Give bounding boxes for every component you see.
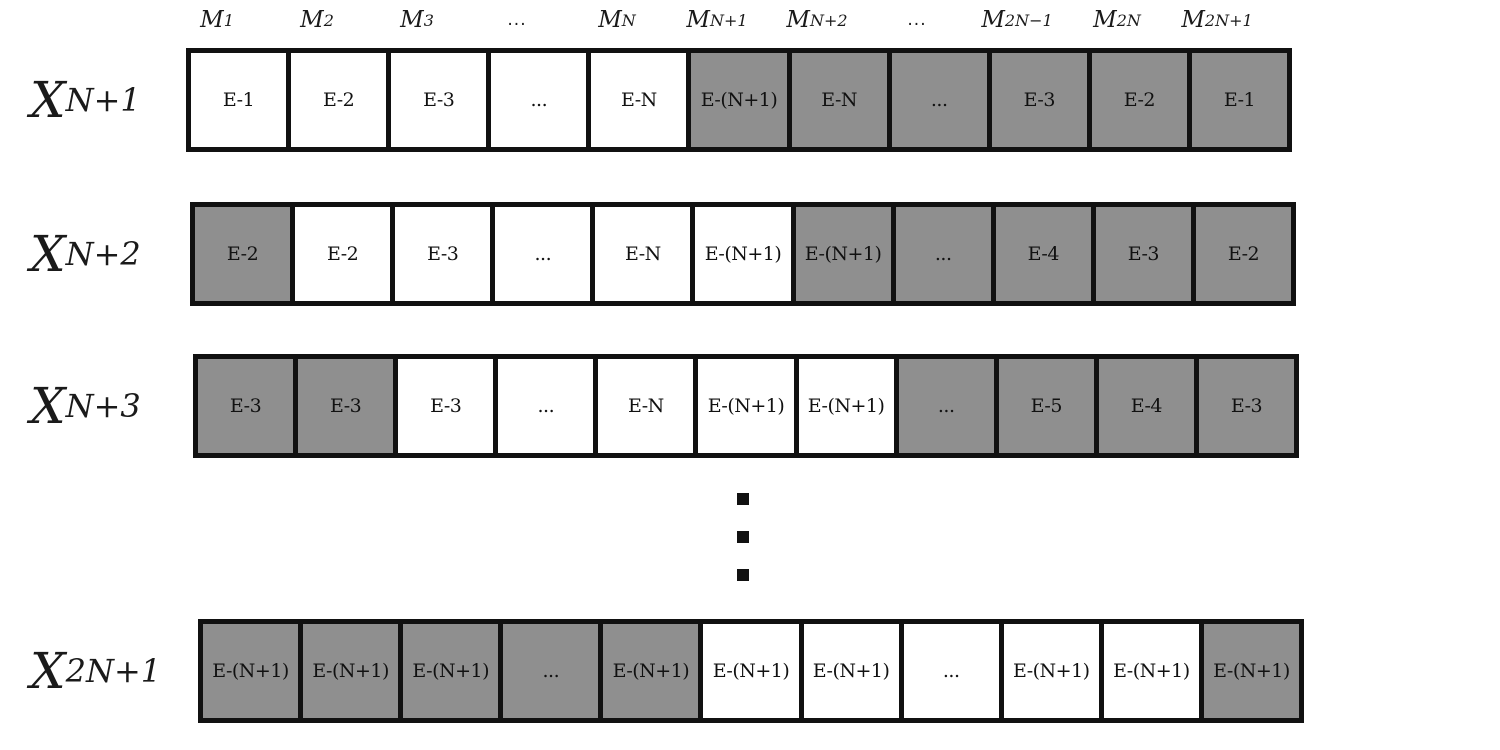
row-cell: E-(N+1) (703, 624, 804, 718)
column-header-subscript: 1 (223, 10, 234, 30)
row-label-base: X (30, 71, 66, 129)
row-label-base: X (30, 642, 66, 700)
column-header-subscript: 2N+1 (1204, 10, 1253, 30)
row-cell: E-N (791, 53, 892, 147)
row-cell: E-(N+1) (798, 359, 899, 453)
column-header-base: M (300, 7, 324, 33)
row-cell: E-3 (1095, 207, 1196, 301)
row-cell: E-4 (995, 207, 1096, 301)
column-header: M 2N−1 (967, 0, 1067, 40)
row-label: X N+3 (30, 377, 141, 435)
column-header-subscript: 2N−1 (1004, 10, 1053, 30)
row-cell: E-(N+1) (203, 624, 304, 718)
column-header-base: M (981, 7, 1005, 33)
ellipsis-dot (737, 493, 749, 505)
row-cell: ... (495, 207, 596, 301)
row-cell: E-2 (1091, 53, 1192, 147)
row-cell: E-(N+1) (1003, 624, 1104, 718)
row-cell: E-2 (1195, 207, 1292, 301)
ellipsis-dot (737, 569, 749, 581)
row-cell: E-3 (395, 207, 496, 301)
row-cell: ... (491, 53, 592, 147)
row-cell: E-(N+1) (795, 207, 896, 301)
row-cell: E-5 (998, 359, 1099, 453)
row-cell: E-1 (191, 53, 292, 147)
ellipsis-dot (737, 531, 749, 543)
row-cell: E-3 (1198, 359, 1295, 453)
row-cell: E-N (595, 207, 696, 301)
row-cell: E-(N+1) (691, 53, 792, 147)
row-cell: E-2 (295, 207, 396, 301)
row-cell: E-N (591, 53, 692, 147)
column-header: M N+1 (667, 0, 767, 40)
row-cell: E-3 (298, 359, 399, 453)
vertical-ellipsis (737, 493, 750, 607)
row-cell: E-(N+1) (303, 624, 404, 718)
row-cell: E-(N+1) (695, 207, 796, 301)
column-header-base: M (786, 7, 810, 33)
column-header-subscript: 2N (1116, 10, 1141, 30)
column-header-subscript: 3 (423, 10, 434, 30)
column-header-ellipsis: ... (507, 10, 527, 30)
column-header-base: M (1181, 7, 1205, 33)
row-cell: E-4 (1098, 359, 1199, 453)
column-header-subscript: N (621, 10, 636, 30)
column-header-subscript: N+1 (709, 10, 748, 30)
row-cell: E-3 (398, 359, 499, 453)
row-strip: E-1 E-2 E-3... E-N E-(N+1) E-N... E-3 E-2 E-1 (186, 48, 1292, 152)
row-cell: ... (498, 359, 599, 453)
row-label: X N+1 (30, 71, 141, 129)
row-cell: ... (903, 624, 1004, 718)
row-cell: E-3 (198, 359, 299, 453)
column-header-base: M (686, 7, 710, 33)
row-cell: E-1 (1191, 53, 1288, 147)
row-strip: E-(N+1) E-(N+1) E-(N+1)... E-(N+1) E-(N+1) E-… (198, 619, 1304, 723)
column-header: ... (467, 0, 567, 40)
row-cell: E-(N+1) (403, 624, 504, 718)
row-cell: ... (898, 359, 999, 453)
column-header-base: M (400, 7, 424, 33)
row-label-base: X (30, 225, 66, 283)
row-cell: E-3 (991, 53, 1092, 147)
row-cell: ... (503, 624, 604, 718)
row-cell: E-2 (291, 53, 392, 147)
column-header: M 2N+1 (1167, 0, 1267, 40)
row-cell: E-3 (391, 53, 492, 147)
column-header-subscript: 2 (323, 10, 334, 30)
row-label: X 2N+1 (30, 642, 162, 700)
column-header-ellipsis: ... (907, 10, 927, 30)
row-cell: E-N (598, 359, 699, 453)
row-cell: E-(N+1) (1103, 624, 1204, 718)
row-cell: E-(N+1) (1203, 624, 1300, 718)
row-cell: ... (891, 53, 992, 147)
row-cell: E-2 (195, 207, 296, 301)
column-header: M 2N (1067, 0, 1167, 40)
column-header: M N+2 (767, 0, 867, 40)
row-cell: E-(N+1) (803, 624, 904, 718)
row-cell: ... (895, 207, 996, 301)
row-label: X N+2 (30, 225, 141, 283)
row-cell: E-(N+1) (698, 359, 799, 453)
column-header-subscript: N+2 (809, 10, 848, 30)
row-strip: E-2 E-2 E-3... E-N E-(N+1) E-(N+1)... E-4 E-3 E-… (190, 202, 1296, 306)
row-cell: E-(N+1) (603, 624, 704, 718)
column-header-base: M (598, 7, 622, 33)
column-header: ... (867, 0, 967, 40)
column-header-base: M (1093, 7, 1117, 33)
row-strip: E-3 E-3 E-3... E-N E-(N+1) E-(N+1)... E-5 E-4 E-… (193, 354, 1299, 458)
row-label-base: X (30, 377, 66, 435)
column-header-base: M (200, 7, 224, 33)
